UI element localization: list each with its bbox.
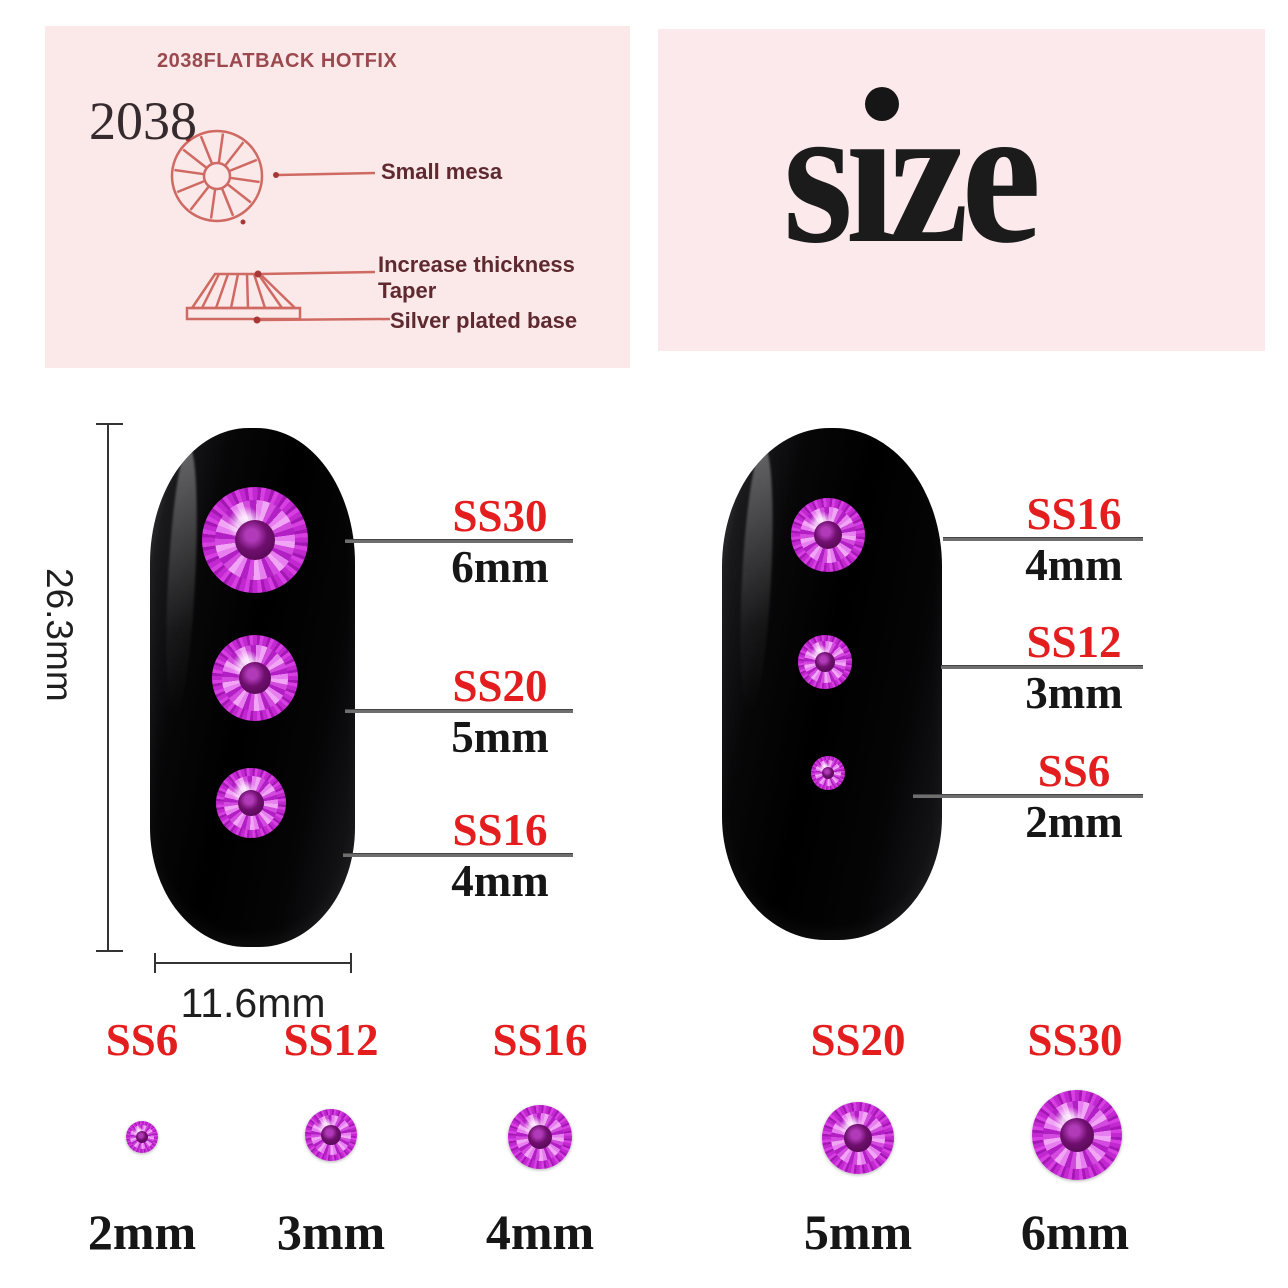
rhinestone-sample-ss16 (508, 1105, 572, 1169)
mm-size-label: 4mm (451, 856, 549, 906)
label-small-mesa: Small mesa (381, 159, 503, 184)
row-ss-label: SS20 (810, 1015, 906, 1065)
leader-line (943, 537, 1143, 541)
rhinestone-ss12 (798, 635, 852, 689)
hotfix-structure-panel: 2038FLATBACK HOTFIX 2038 Small mesa Incr… (45, 26, 630, 368)
label-taper: Taper (378, 278, 437, 303)
ss-size-label: SS6 (1037, 746, 1111, 796)
rhinestone-ss20 (212, 635, 298, 721)
width-dimension-line (155, 962, 352, 964)
rhinestone-sample-ss12 (305, 1109, 357, 1161)
leader-line (941, 665, 1143, 669)
rhinestone-sample-ss6 (126, 1121, 158, 1153)
ss-size-label: SS16 (452, 805, 548, 855)
leader-line (343, 853, 573, 857)
row-ss-label: SS30 (1027, 1015, 1123, 1065)
model-number: 2038 (89, 91, 197, 151)
leader-line (345, 709, 573, 713)
row-mm-label: 6mm (1020, 1204, 1130, 1260)
diagram-panel-title: 2038FLATBACK HOTFIX (157, 50, 398, 72)
rhinestone-sample-ss20 (822, 1102, 894, 1174)
mm-size-label: 4mm (1025, 540, 1123, 590)
mm-size-label: 5mm (451, 712, 549, 762)
rhinestone-ss16 (216, 768, 286, 838)
rhinestone-ss6 (811, 756, 845, 790)
row-ss-label: SS6 (105, 1015, 179, 1065)
row-mm-label: 4mm (485, 1204, 595, 1260)
height-dimension-cap-bottom (96, 950, 123, 952)
width-dimension-tick-left (154, 953, 156, 973)
mm-size-label: 3mm (1025, 668, 1123, 718)
height-dimension-label: 26.3mm (39, 568, 80, 702)
ss-size-label: SS16 (1026, 489, 1122, 539)
row-mm-label: 2mm (87, 1204, 197, 1260)
ss-size-label: SS12 (1026, 617, 1122, 667)
rhinestone-sample-ss30 (1032, 1090, 1122, 1180)
row-ss-label: SS12 (283, 1015, 379, 1065)
mm-size-label: 6mm (451, 542, 549, 592)
ss-size-label: SS30 (452, 491, 548, 541)
size-heading-panel: size (658, 29, 1265, 351)
mm-size-label: 2mm (1025, 797, 1123, 847)
height-dimension-cap-top (96, 423, 123, 425)
rhinestone-structure-diagram (170, 129, 391, 324)
ss-size-label: SS20 (452, 661, 548, 711)
row-mm-label: 3mm (276, 1204, 386, 1260)
height-dimension-line (107, 424, 109, 952)
label-silver-plated-base: Silver plated base (390, 308, 578, 333)
rhinestone-ss30 (202, 487, 308, 593)
width-dimension-tick-right (350, 953, 352, 973)
i-dot (865, 87, 899, 121)
leader-line (345, 539, 573, 543)
row-mm-label: 5mm (803, 1204, 913, 1260)
rhinestone-ss16 (791, 498, 865, 572)
label-increase-thickness: Increase thickness (378, 252, 575, 277)
width-dimension-label: 11.6mm (180, 980, 326, 1026)
row-ss-label: SS16 (492, 1015, 588, 1065)
leader-line (913, 794, 1143, 798)
